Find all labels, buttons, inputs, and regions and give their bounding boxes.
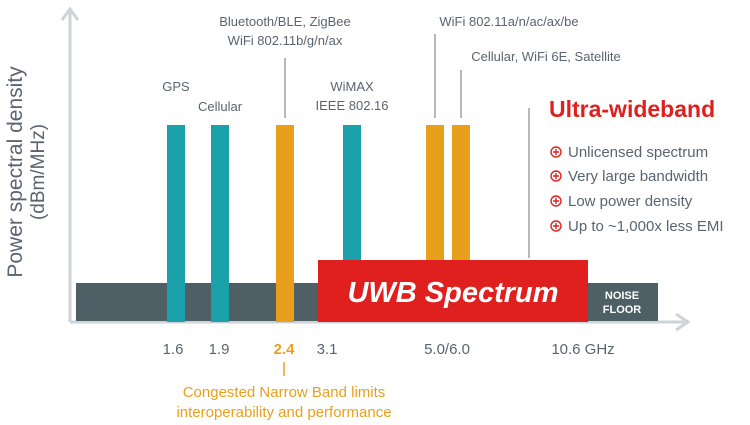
noise-floor-label-line2: FLOOR <box>603 304 642 316</box>
uwb-spectrum-block <box>318 260 588 322</box>
congested-note-line1: Congested Narrow Band limits <box>183 384 386 401</box>
y-axis-arrow-icon <box>60 6 80 21</box>
plus-circle-icon-cross <box>553 173 559 179</box>
x-axis-arrow-icon <box>675 312 691 332</box>
plus-circle-icon <box>550 220 562 232</box>
freq-tick-3-1: 3.1 <box>317 341 338 358</box>
band-label-wifi6e: Cellular, WiFi 6E, Satellite <box>471 49 621 64</box>
congested-note-line2: interoperability and performance <box>176 404 391 421</box>
band-bar-wimax <box>343 125 361 265</box>
freq-tick-1-6: 1.6 <box>163 341 184 358</box>
plus-circle-icon <box>550 170 562 182</box>
freq-tick-10-6: 10.6 GHz <box>551 341 614 358</box>
uwb-spectrum-label: UWB Spectrum <box>347 277 558 309</box>
uwb-panel-item-text: Unlicensed spectrum <box>568 144 708 161</box>
band-bar-wifi-6ghz <box>452 125 470 265</box>
y-axis-title: Power spectral density <box>4 66 27 278</box>
band-bar-2-4ghz <box>276 125 294 322</box>
uwb-panel-item-text: Low power density <box>568 193 693 210</box>
band-bar-wifi-5ghz <box>426 125 444 265</box>
freq-tick-5-6: 5.0/6.0 <box>424 341 470 358</box>
band-label-wimax-line1: WiMAX <box>330 79 374 94</box>
uwb-panel-item: Low power density <box>550 193 693 210</box>
leader-lines <box>284 34 530 258</box>
band-label-wifi5: WiFi 802.11a/n/ac/ax/be <box>439 14 578 29</box>
uwb-panel-list: Unlicensed spectrum Very large bandwidth… <box>550 144 724 235</box>
y-axis-unit: (dBm/MHz) <box>28 124 49 220</box>
uwb-panel-item: Unlicensed spectrum <box>550 144 708 161</box>
narrow-band-bars <box>167 125 470 322</box>
freq-tick-1-9: 1.9 <box>209 341 230 358</box>
band-label-gps: GPS <box>162 79 190 94</box>
uwb-panel-item-text: Very large bandwidth <box>568 168 708 185</box>
freq-tick-2-4: 2.4 <box>274 341 296 358</box>
plus-circle-icon-cross <box>553 223 559 229</box>
band-bar-cellular <box>211 125 229 322</box>
uwb-panel-title: Ultra-wideband <box>549 96 715 122</box>
plus-circle-icon <box>550 195 562 207</box>
uwb-panel-item: Very large bandwidth <box>550 168 708 185</box>
band-label-cellular: Cellular <box>198 99 243 114</box>
plus-circle-icon-cross <box>553 198 559 204</box>
band-label-wimax-line2: IEEE 802.16 <box>316 98 389 113</box>
uwb-panel-item-text: Up to ~1,000x less EMI <box>568 218 724 235</box>
plus-circle-icon-cross <box>553 149 559 155</box>
plus-circle-icon <box>550 146 562 158</box>
uwb-panel-item: Up to ~1,000x less EMI <box>550 218 724 235</box>
band-label-bluetooth-line2: WiFi 802.11b/g/n/ax <box>228 33 343 48</box>
noise-floor-label-line1: NOISE <box>605 290 639 302</box>
band-bar-gps <box>167 125 185 322</box>
band-label-bluetooth-line1: Bluetooth/BLE, ZigBee <box>219 14 351 29</box>
